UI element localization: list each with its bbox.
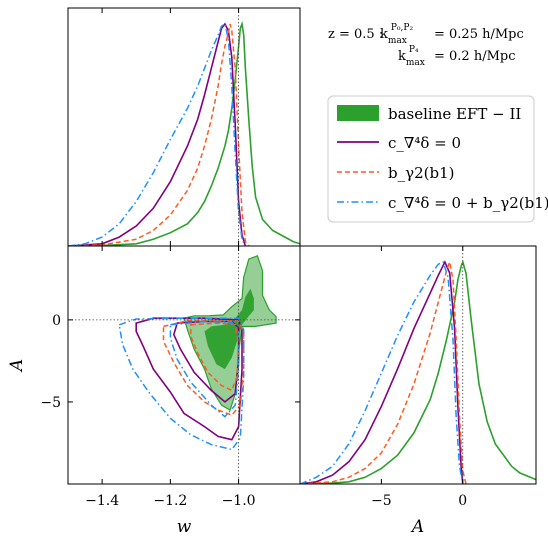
A-pdf-baseline-eft-ii (300, 259, 536, 484)
contour95-c-0 (135, 317, 243, 441)
A-marginal-curves (300, 259, 536, 484)
A-tick-label-y: 0 (52, 313, 61, 329)
A-tick-label-x: −5 (371, 493, 392, 509)
A-pdf-c-0 (300, 260, 464, 484)
settings-annotation: z = 0.5 : kmaxP₀,P₂ = 0.25 h/Mpc kmaxP₄ … (328, 23, 524, 68)
annotation-k1-value: = 0.25 h/Mpc (434, 27, 524, 42)
contour68-c-0 (172, 320, 240, 403)
w-pdf-c-0-b-2-b1 (68, 22, 247, 246)
A-tick-label-x: 0 (458, 493, 467, 509)
A-tick-label-y: −5 (40, 395, 61, 411)
A-pdf-b-2-b1 (300, 259, 467, 484)
w-tick-label: −1.4 (85, 493, 119, 509)
annotation-k2-value: = 0.2 h/Mpc (434, 49, 516, 64)
A-pdf-c-0-b-2-b1 (300, 260, 464, 484)
annotation-k2-symbol: kmaxP₄ (398, 45, 425, 68)
panel-w-A-frame (67, 245, 301, 485)
legend-label-b-gamma: b_γ2(b1) (388, 164, 454, 182)
axis-ticks: −1.4 −1.2 −1.0 −5 −5 0 0 (40, 8, 467, 509)
legend-label-baseline: baseline EFT − II (388, 105, 521, 123)
w-pdf-baseline-eft-ii (68, 20, 300, 246)
contour95-c-0-b-2-b1 (118, 317, 245, 451)
panel-w-marginal-frame (67, 7, 301, 247)
reference-lines (68, 8, 464, 484)
legend-label-combined: c_∇⁴δ = 0 + b_γ2(b1) (388, 194, 548, 212)
w-pdf-c-0 (68, 22, 247, 246)
w-A-contours (118, 255, 277, 451)
legend-frame (327, 95, 535, 223)
contour68-baseline-eft-ii (204, 288, 254, 370)
panel-A-marginal-frame (299, 245, 537, 485)
legend-label-c-nabla: c_∇⁴δ = 0 (388, 134, 461, 152)
x-axis-label-w: w (177, 517, 192, 537)
annotation-z: z = 0.5 : (328, 27, 383, 42)
w-marginal-curves (68, 20, 300, 246)
w-pdf-b-2-b1 (68, 23, 250, 246)
legend-patch-baseline (337, 105, 379, 121)
w-tick-label: −1.2 (153, 493, 187, 509)
y-axis-label-A: A (7, 359, 27, 373)
legend: baseline EFT − II c_∇⁴δ = 0 b_γ2(b1) c_∇… (327, 95, 548, 223)
annotation-k1-symbol: kmaxP₀,P₂ (380, 23, 413, 46)
x-axis-label-A: A (410, 517, 424, 537)
w-tick-label: −1.0 (222, 493, 256, 509)
contour68-b-2-b1 (190, 322, 240, 392)
